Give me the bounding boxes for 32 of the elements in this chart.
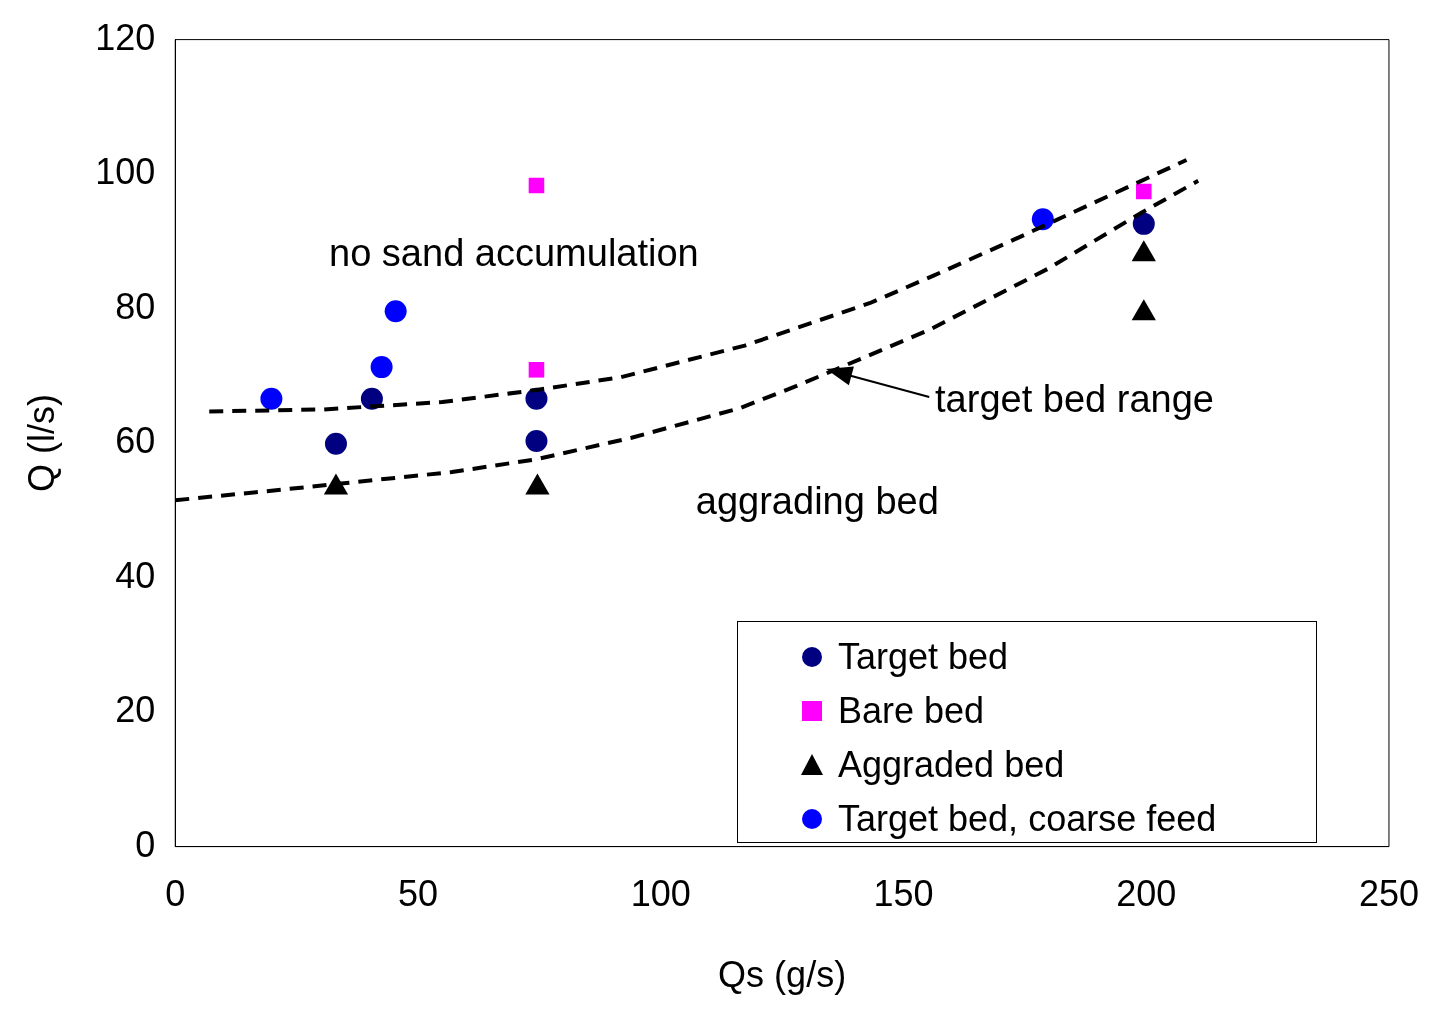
point	[1031, 208, 1054, 231]
legend-label: Target bed, coarse feed	[838, 798, 1217, 840]
y-tick-label: 80	[115, 285, 156, 327]
x-tick-label: 200	[1116, 873, 1177, 915]
y-tick-label: 120	[95, 16, 156, 58]
point	[1136, 183, 1152, 200]
x-tick-label: 250	[1358, 873, 1420, 915]
y-axis-title: Q (l/s)	[20, 394, 62, 493]
annotation: no sand accumulation	[329, 232, 699, 275]
point	[384, 300, 407, 323]
x-tick-label: 0	[165, 873, 186, 915]
y-tick-label: 40	[115, 554, 156, 596]
point	[324, 432, 347, 455]
y-tick-label: 20	[115, 689, 156, 731]
point	[528, 177, 545, 194]
point	[260, 387, 283, 410]
y-tick-label: 100	[95, 151, 156, 193]
x-tick-label: 100	[630, 873, 691, 915]
y-tick-label: 0	[135, 823, 156, 865]
point	[1132, 212, 1155, 235]
legend-label: Target bed	[838, 636, 1009, 678]
annotation: aggrading bed	[695, 480, 939, 523]
y-tick-label: 60	[115, 420, 156, 462]
point	[370, 356, 393, 379]
point	[528, 362, 545, 378]
x-tick-label: 50	[397, 873, 439, 915]
legend-label: Aggraded bed	[838, 744, 1065, 786]
legend-label: Bare bed	[838, 690, 985, 732]
x-tick-label: 150	[873, 873, 934, 915]
annotation: target bed range	[935, 377, 1214, 420]
point	[525, 430, 548, 453]
x-axis-title: Qs (g/s)	[718, 954, 847, 996]
